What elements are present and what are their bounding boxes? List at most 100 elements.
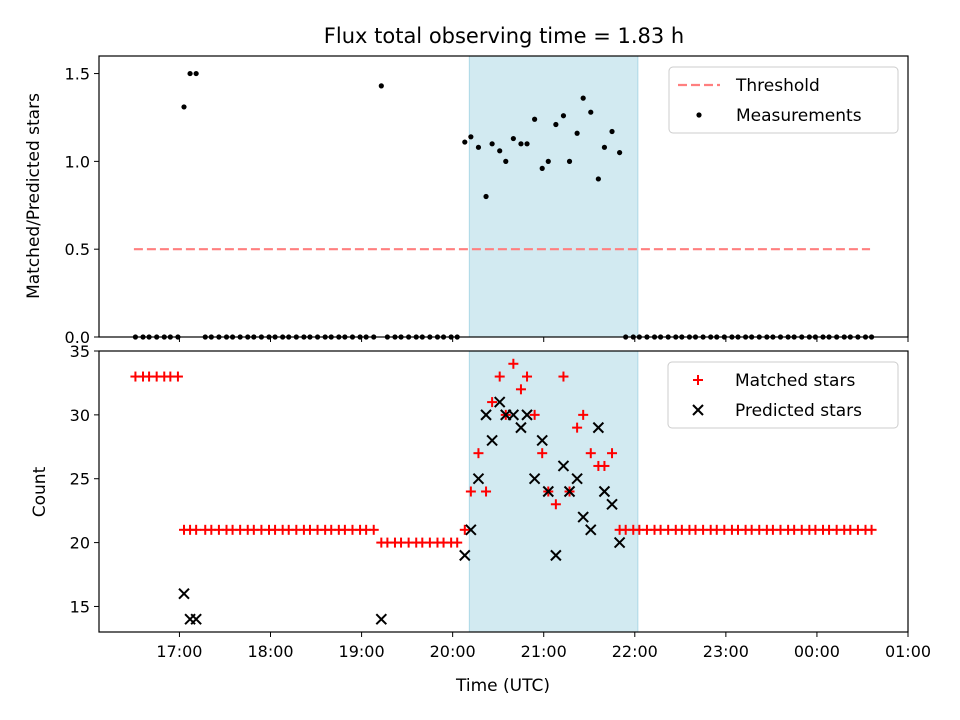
bottom-predicted-stars-marker — [178, 587, 190, 600]
bottom-y-tick-label: 25 — [70, 470, 90, 489]
bottom-matched-stars-marker — [481, 486, 492, 497]
top-measurements-point — [545, 158, 551, 164]
top-y-tick-label: 1.5 — [65, 65, 90, 84]
top-measurements-point — [510, 135, 516, 142]
bottom-matched-stars-marker — [508, 358, 519, 369]
bottom-matched-stars-marker — [487, 397, 498, 408]
bottom-matched-stars-marker — [494, 371, 505, 382]
bottom-legend-label: Matched stars — [735, 371, 855, 391]
bottom-y-tick-label: 20 — [70, 534, 90, 553]
bottom-legend-box — [667, 361, 899, 429]
bottom-predicted-stars-marker — [598, 485, 611, 498]
bottom-predicted-stars-marker — [592, 421, 605, 434]
top-measurements-point — [497, 148, 503, 154]
bottom-predicted-stars-marker — [507, 409, 520, 421]
top-measurements-point — [580, 95, 586, 101]
top-panel: 0.0 0.5 1.0 1.5 Threshold Measurements — [65, 55, 909, 347]
top-legend: Threshold Measurements — [668, 66, 899, 134]
bottom-predicted-stars-marker — [557, 460, 570, 472]
x-tick-label: 23:00 — [703, 642, 749, 661]
x-tick-label: 00:00 — [794, 642, 840, 661]
x-tick-label: 18:00 — [247, 642, 293, 661]
top-highlight-span — [468, 55, 639, 338]
bottom-legend-swatch — [693, 375, 703, 385]
top-measurements-point — [553, 121, 559, 128]
top-measurements-point — [601, 144, 608, 150]
top-measurements-point — [524, 141, 530, 147]
bottom-predicted-stars-marker — [550, 549, 562, 562]
bottom-predicted-stars-marker — [472, 473, 485, 485]
bottom-predicted-stars-marker — [486, 434, 498, 447]
bottom-matched-stars-marker — [172, 371, 183, 382]
top-legend-label: Threshold — [735, 76, 820, 96]
bottom-predicted-stars-marker — [480, 409, 492, 421]
bottom-matched-stars-marker — [368, 524, 379, 535]
bottom-matched-stars-marker — [578, 409, 589, 420]
bottom-matched-stars-marker — [515, 384, 526, 395]
bottom-matched-stars-marker — [473, 448, 484, 459]
bottom-predicted-stars-marker — [563, 485, 576, 498]
top-measurements-point — [468, 134, 474, 140]
chart-title: Flux total observing time = 1.83 h — [324, 24, 684, 48]
top-measurements-point — [588, 109, 594, 115]
bottom-matched-stars-marker — [529, 409, 540, 420]
top-y-tick-label: 0.5 — [65, 240, 90, 259]
bottom-predicted-stars-marker — [515, 421, 527, 434]
top-measurements-point — [566, 158, 573, 164]
top-measurements-point — [539, 165, 545, 171]
x-tick-label: 17:00 — [156, 642, 202, 661]
bottom-legend-label: Predicted stars — [735, 401, 862, 421]
top-measurements-point — [475, 144, 482, 150]
bottom-matched-stars-marker — [558, 371, 569, 382]
bottom-panel: 15 20 25 30 35 17:00 18:00 19:00 20:00 21:00 22:00… — [70, 342, 931, 661]
bottom-matched-stars-marker — [537, 448, 548, 459]
top-y-tick-label: 1.0 — [65, 152, 90, 171]
x-tick-label: 21:00 — [521, 642, 567, 661]
top-legend-label: Measurements — [736, 106, 862, 126]
bottom-legend: Matched stars Predicted stars — [667, 361, 899, 429]
x-axis-label: Time (UTC) — [455, 676, 550, 696]
top-measurements-point — [609, 128, 615, 135]
top-y-axis-label: Matched/Predicted stars — [24, 93, 44, 299]
bottom-matched-stars-marker — [866, 524, 877, 535]
bottom-y-tick-label: 15 — [70, 597, 90, 616]
bottom-y-tick-label: 35 — [70, 342, 90, 361]
x-tick-label: 22:00 — [612, 642, 658, 661]
bottom-matched-stars-marker — [522, 371, 533, 382]
x-tick-label: 19:00 — [339, 642, 385, 661]
top-legend-box — [668, 66, 899, 134]
top-measurements-point — [462, 139, 468, 145]
top-measurements-point — [532, 116, 538, 122]
bottom-predicted-stars-marker — [542, 485, 554, 498]
bottom-matched-stars-marker — [465, 486, 476, 497]
x-tick-label: 01:00 — [885, 642, 931, 661]
top-measurements-point — [193, 70, 199, 77]
bottom-predicted-stars-marker — [571, 473, 583, 485]
top-measurements-point — [560, 113, 567, 119]
bottom-predicted-stars-marker — [536, 434, 548, 447]
top-measurements-point — [489, 141, 495, 147]
bottom-matched-stars-marker — [452, 537, 463, 548]
top-legend-swatch — [696, 112, 702, 118]
bottom-y-tick-label: 30 — [70, 406, 90, 425]
bottom-matched-stars-marker — [599, 460, 610, 471]
bottom-matched-stars-marker — [550, 499, 561, 510]
bottom-matched-stars-marker — [459, 524, 470, 535]
bottom-predicted-stars-marker — [465, 524, 477, 536]
top-y-tick-label: 0.0 — [65, 328, 90, 347]
bottom-matched-stars-marker — [572, 422, 583, 433]
bottom-matched-stars-marker — [607, 448, 618, 459]
top-measurements-point — [595, 176, 601, 182]
bottom-predicted-stars-marker — [521, 409, 533, 421]
top-measurements-point — [483, 193, 489, 200]
bottom-predicted-stars-marker — [375, 613, 388, 625]
bottom-predicted-stars-marker — [459, 549, 471, 562]
bottom-highlight-span — [468, 350, 639, 633]
top-measurements-point — [503, 158, 509, 164]
top-plot-frame — [98, 55, 909, 338]
top-measurements-point — [518, 141, 524, 147]
bottom-legend-swatch — [692, 404, 704, 416]
bottom-predicted-stars-marker — [493, 396, 506, 408]
top-measurements-point — [617, 149, 623, 156]
